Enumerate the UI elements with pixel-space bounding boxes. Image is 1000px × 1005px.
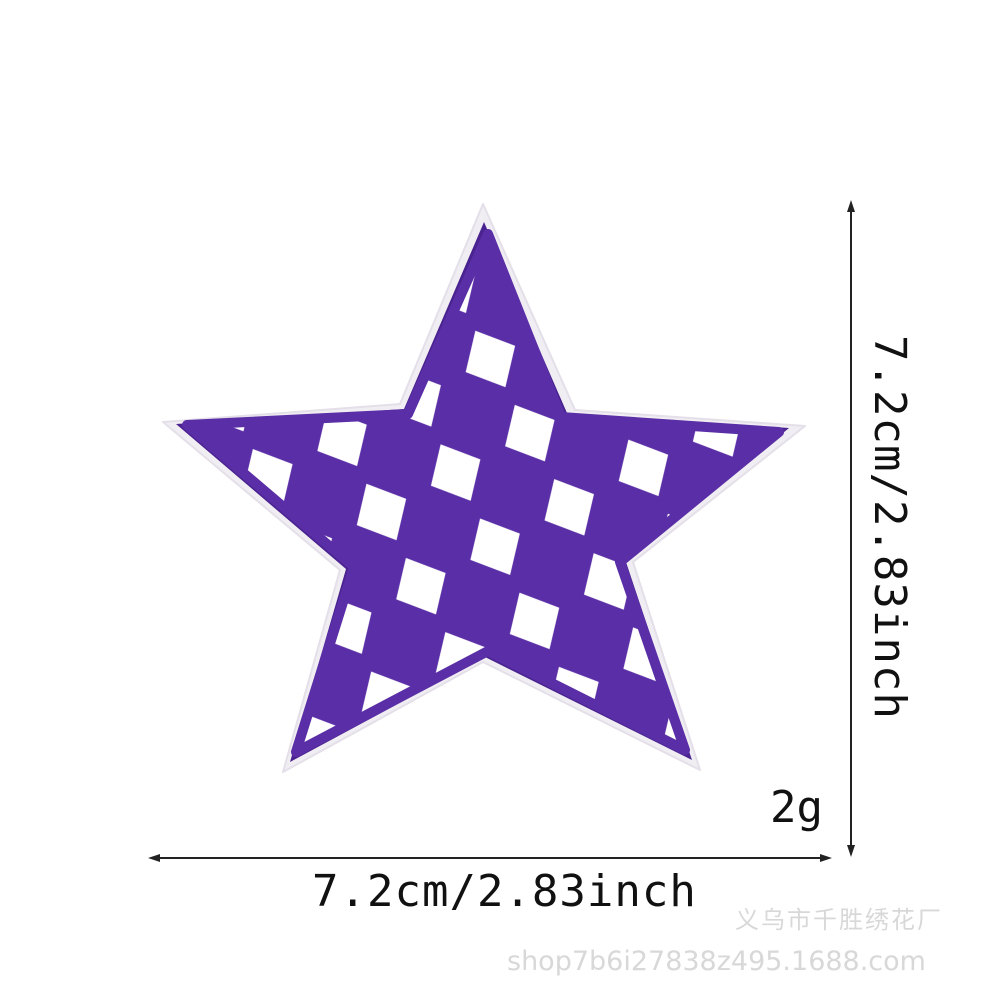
- weight-label: 2g: [770, 782, 823, 833]
- height-label: 7.2cm/2.83inch: [864, 335, 915, 720]
- width-label: 7.2cm/2.83inch: [312, 866, 697, 917]
- width-arrow: [148, 854, 832, 862]
- watermark-shop-url: shop7b6i27838z495.1688.com: [507, 946, 926, 977]
- height-arrow: [847, 200, 855, 857]
- patch-inner-border: [182, 229, 784, 757]
- watermark-shop-name: 义乌市千胜绣花厂: [735, 906, 943, 934]
